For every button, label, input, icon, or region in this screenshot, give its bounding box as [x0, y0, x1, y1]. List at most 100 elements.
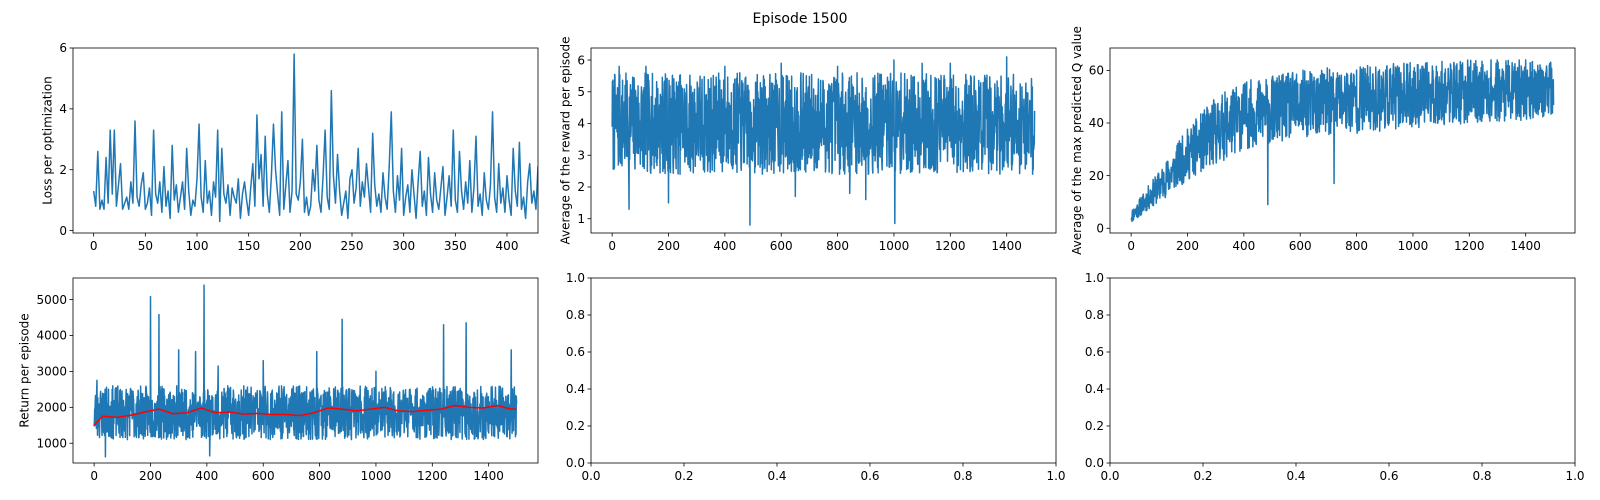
y-tick-label: 3000	[36, 365, 67, 379]
axes-frame	[1109, 47, 1576, 234]
y-tick-label: 0.0	[1085, 456, 1104, 470]
x-tick-label: 1000	[361, 469, 392, 483]
y-tick-label: 4	[59, 102, 67, 116]
x-tick-label: 0.0	[1100, 469, 1119, 483]
x-tick-label: 0.2	[674, 469, 693, 483]
subplot-3: 0 200 400 600 800 1000 1200 1400 0 20 40 60 Average …	[1070, 26, 1576, 255]
y-tick-label: 0.2	[1085, 419, 1104, 433]
y-tick-label: 0.0	[566, 456, 585, 470]
y-tick-label: 0.8	[1085, 308, 1104, 322]
y-tick-label: 2	[577, 180, 585, 194]
y-tick-label: 1.0	[1085, 271, 1104, 285]
x-tick-label: 0.8	[953, 469, 972, 483]
x-tick-label: 400	[195, 469, 218, 483]
y-axis-label: Average of the max predicted Q value	[1070, 26, 1084, 255]
y-tick-label: 0.4	[1085, 382, 1104, 396]
y-tick-label: 2000	[36, 401, 67, 415]
subplot-4: 0 200 400 600 800 1000 1200 1400 1000 2000 3000 400…	[18, 277, 539, 483]
x-tick-label: 800	[826, 239, 849, 253]
subplot-5: 0.0 0.2 0.4 0.6 0.8 1.0 0.0 0.2 0.4 0.6 0.8 1.0	[566, 271, 1066, 483]
x-tick-label: 300	[392, 239, 415, 253]
y-tick-label: 5	[577, 85, 585, 99]
x-tick-label: 0.4	[767, 469, 786, 483]
y-tick-label: 0	[59, 224, 67, 238]
x-tick-label: 1200	[417, 469, 448, 483]
y-axis-label: Return per episode	[18, 313, 32, 427]
y-tick-label: 1000	[36, 436, 67, 450]
x-tick-label: 250	[341, 239, 364, 253]
y-tick-label: 0.2	[566, 419, 585, 433]
x-tick-label: 0	[608, 239, 616, 253]
x-tick-label: 800	[308, 469, 331, 483]
axes-frame	[72, 47, 539, 234]
y-tick-label: 4000	[36, 329, 67, 343]
axes-frame	[72, 277, 539, 464]
x-tick-label: 1400	[1510, 239, 1541, 253]
subplot-6: 0.0 0.2 0.4 0.6 0.8 1.0 0.0 0.2 0.4 0.6 0.8 1.0	[1085, 271, 1585, 483]
y-tick-label: 0.6	[1085, 345, 1104, 359]
y-tick-label: 40	[1089, 116, 1104, 130]
x-tick-label: 800	[1345, 239, 1368, 253]
x-tick-label: 400	[496, 239, 519, 253]
x-tick-label: 0	[90, 469, 98, 483]
x-tick-label: 1.0	[1046, 469, 1065, 483]
x-tick-label: 0.0	[581, 469, 600, 483]
y-axis-label: Average of the reward per episode	[558, 36, 572, 244]
y-tick-label: 60	[1089, 64, 1104, 78]
series-line-1	[93, 284, 518, 458]
y-tick-label: 1	[577, 212, 585, 226]
y-tick-label: 6	[577, 53, 585, 67]
x-tick-label: 1000	[1398, 239, 1429, 253]
x-tick-label: 200	[657, 239, 680, 253]
x-tick-label: 400	[713, 239, 736, 253]
x-tick-label: 0.6	[1379, 469, 1398, 483]
series-line-1	[1130, 59, 1555, 223]
x-tick-label: 0.2	[1193, 469, 1212, 483]
x-tick-label: 0	[90, 239, 98, 253]
series-line-1	[92, 53, 538, 223]
x-tick-label: 1200	[1454, 239, 1485, 253]
axes-frame	[590, 277, 1057, 464]
figure-suptitle: Episode 1500	[752, 11, 847, 27]
x-tick-label: 1200	[935, 239, 966, 253]
x-tick-label: 600	[1289, 239, 1312, 253]
y-tick-label: 0.4	[566, 382, 585, 396]
y-tick-label: 3	[577, 148, 585, 162]
x-tick-label: 200	[289, 239, 312, 253]
x-tick-label: 0.8	[1472, 469, 1491, 483]
y-tick-label: 2	[59, 163, 67, 177]
x-tick-label: 100	[186, 239, 209, 253]
series-line-1	[611, 56, 1036, 226]
y-axis-label: Loss per optimization	[40, 76, 54, 205]
y-tick-label: 0	[1096, 221, 1104, 235]
x-tick-label: 600	[770, 239, 793, 253]
x-tick-label: 600	[252, 469, 275, 483]
x-tick-label: 0.6	[860, 469, 879, 483]
y-tick-label: 0.8	[566, 308, 585, 322]
x-tick-label: 0.4	[1286, 469, 1305, 483]
x-tick-label: 0	[1127, 239, 1135, 253]
y-tick-label: 6	[59, 41, 67, 55]
subplot-1: 0 50 100 150 200 250 300 350 400 0 2 4 6 Loss per opt…	[40, 41, 539, 253]
y-tick-label: 5000	[36, 293, 67, 307]
x-tick-label: 400	[1232, 239, 1255, 253]
x-tick-label: 1.0	[1565, 469, 1584, 483]
x-tick-label: 200	[139, 469, 162, 483]
y-tick-label: 1.0	[566, 271, 585, 285]
axes-frame	[590, 47, 1057, 234]
series-line-2	[93, 404, 517, 426]
x-tick-label: 350	[444, 239, 467, 253]
x-tick-label: 1000	[879, 239, 910, 253]
y-tick-label: 4	[577, 117, 585, 131]
y-tick-label: 20	[1089, 169, 1104, 183]
x-tick-label: 200	[1176, 239, 1199, 253]
axes-frame	[1109, 277, 1576, 464]
x-tick-label: 1400	[991, 239, 1022, 253]
y-tick-label: 0.6	[566, 345, 585, 359]
x-tick-label: 1400	[473, 469, 504, 483]
x-tick-label: 150	[237, 239, 260, 253]
subplot-2: 0 200 400 600 800 1000 1200 1400 1 2 3 4 5 6 Average o…	[558, 36, 1057, 253]
x-tick-label: 50	[138, 239, 153, 253]
